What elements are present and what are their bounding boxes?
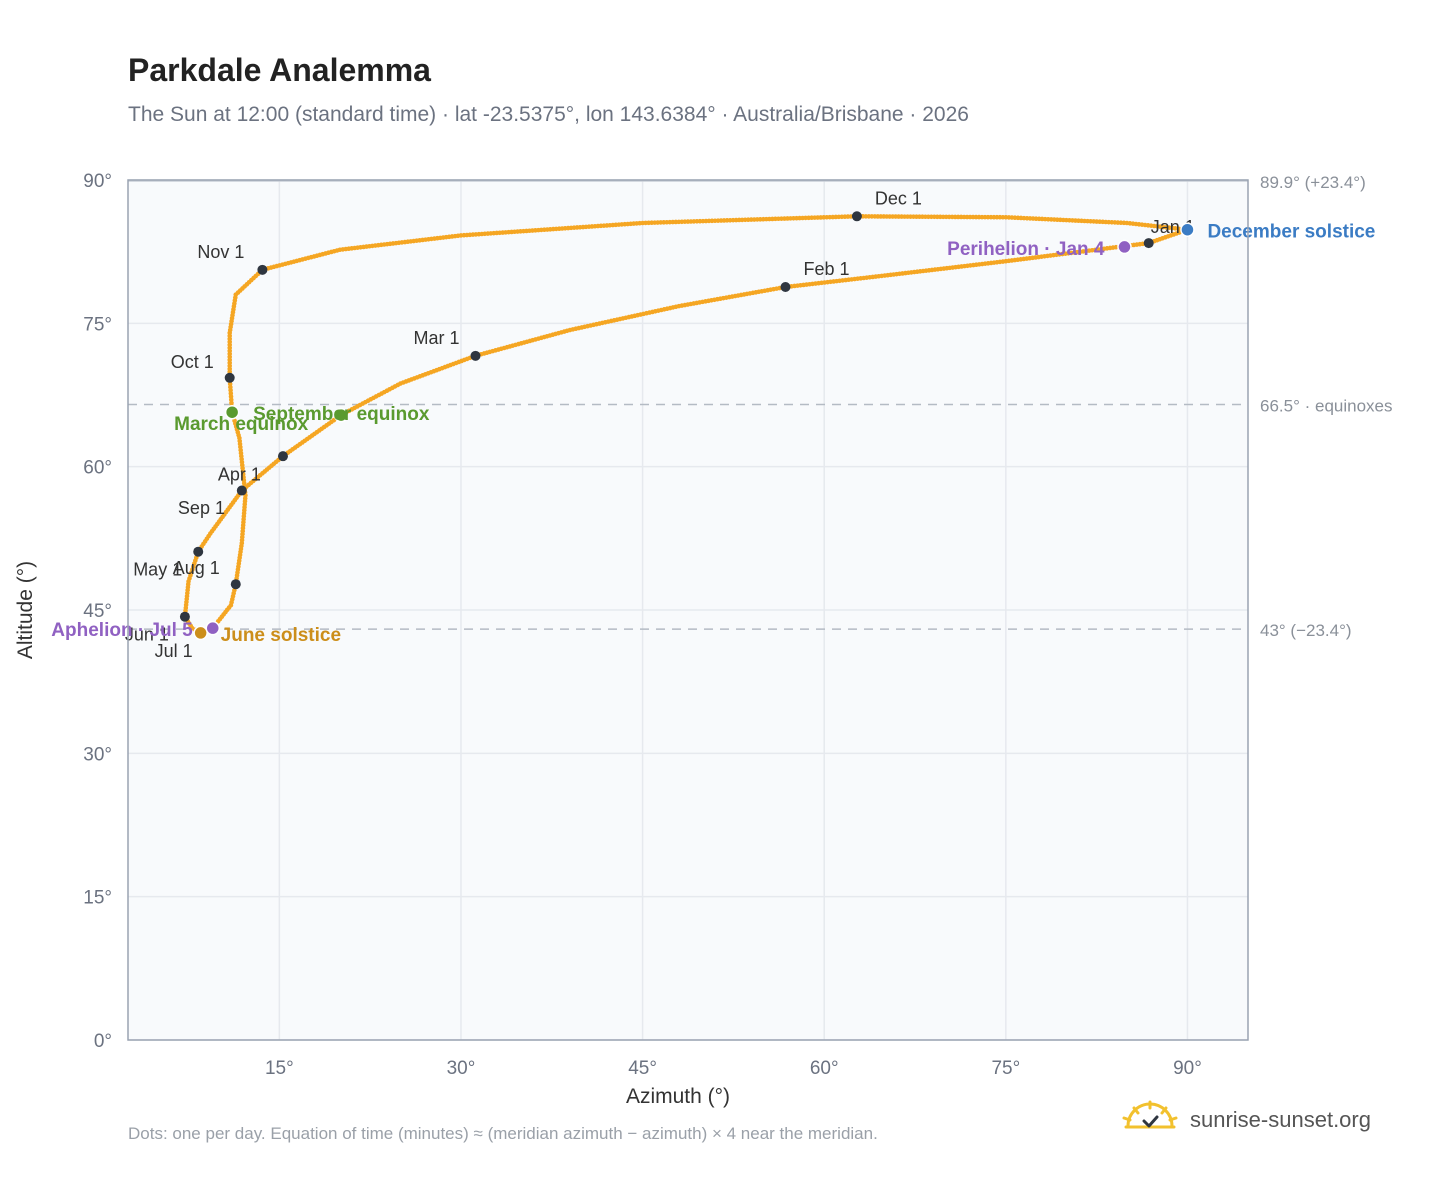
event-marker [1117,239,1132,255]
x-tick-label: 45° [628,1058,657,1079]
y-tick-label: 30° [83,744,112,765]
plot-frame [127,179,1249,1041]
event-marker [193,625,208,641]
month-label: Nov 1 [197,242,244,262]
brand-name[interactable]: sunrise-sunset.org [1190,1107,1371,1132]
month-marker [224,372,235,383]
x-tick-label: 30° [447,1058,476,1079]
reference-lines: 89.9° (+23.4°) 66.5° · equinoxes 43° (−23.… [128,173,1393,640]
y-tick-label: 60° [83,458,112,479]
month-label: Jul 1 [155,641,193,661]
month-marker [257,264,268,275]
month-marker [780,282,791,293]
chart-subtitle: The Sun at 12:00 (standard time) · lat -… [128,103,969,126]
month-marker [179,611,190,622]
event-marker [205,620,221,636]
y-axis-label: Altitude (°) [14,561,37,659]
month-label: Sep 1 [178,498,225,518]
event-marker [1180,222,1195,237]
reference-line-label: 89.9° (+23.4°) [1260,173,1366,192]
event-label: March equinox [174,414,309,435]
month-marker [236,485,247,496]
event-label: June solstice [221,625,341,646]
y-tick-label: 75° [83,314,112,335]
sun-logo-icon [1122,1100,1178,1129]
event-label: Aphelion · Jul 5 [51,620,193,641]
month-marker [230,579,241,590]
x-tick-label: 15° [265,1058,294,1079]
y-tick-label: 45° [83,601,112,622]
event-label: December solstice [1207,222,1375,243]
event-label: Perihelion · Jan 4 [947,239,1105,260]
brand[interactable]: sunrise-sunset.org [1120,1100,1371,1140]
event-label: September equinox [253,404,430,425]
reference-line-label: 66.5° · equinoxes [1260,397,1393,416]
month-label: Oct 1 [171,352,214,372]
chart-title: Parkdale Analemma [128,52,431,88]
month-marker [851,211,862,222]
y-tick-label: 90° [83,171,112,192]
month-label: Dec 1 [875,188,922,208]
event-marker [224,404,240,420]
month-label: Mar 1 [413,328,459,348]
month-label: Feb 1 [803,259,849,279]
month-marker [1143,238,1154,249]
x-tick-label: 90° [1173,1058,1202,1079]
month-label: Apr 1 [218,465,261,485]
month-label: Jun 1 [125,625,169,645]
y-tick-label: 0° [94,1031,112,1052]
footnote: Dots: one per day. Equation of time (min… [128,1124,878,1143]
month-label: May 1 [133,560,182,580]
reference-line-label: 43° (−23.4°) [1260,621,1352,640]
x-tick-label: 75° [991,1058,1020,1079]
month-marker [277,451,288,462]
event-marker [333,407,349,423]
month-marker [470,350,481,361]
x-tick-label: 60° [810,1058,839,1079]
x-axis-label: Azimuth (°) [626,1085,730,1108]
axes: 15° 30° 45° 60° 75° 90° 0° 15° 30° 45° 60° 75° 90° [83,171,1202,1079]
month-marker [193,546,204,557]
y-tick-label: 15° [83,888,112,909]
month-label: Aug 1 [173,558,220,578]
